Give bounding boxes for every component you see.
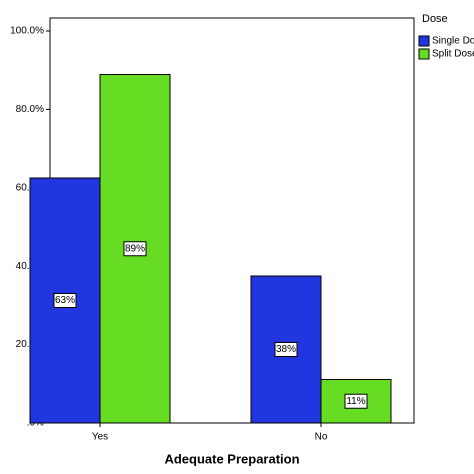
legend-label: Single Dose <box>432 36 474 47</box>
x-axis-title: Adequate Preparation <box>164 451 299 466</box>
legend-title: Dose <box>422 13 448 25</box>
y-tick-label: 80.0% <box>16 104 44 115</box>
bar <box>320 378 392 424</box>
value-label-box <box>344 393 368 409</box>
value-label-box <box>274 342 298 357</box>
value-label: 38% <box>276 344 296 355</box>
legend-swatch <box>418 35 430 47</box>
value-label-box <box>123 241 147 257</box>
value-label: 89% <box>125 243 145 254</box>
value-label: 63% <box>55 295 75 306</box>
y-tick-label: 100.0% <box>10 26 44 37</box>
legend-swatch <box>418 48 430 60</box>
legend-label: Split Dose <box>432 49 474 60</box>
x-tick-label: Yes <box>92 432 108 443</box>
value-label-box <box>53 293 77 308</box>
x-tick-label: No <box>315 432 328 443</box>
value-label: 11% <box>346 396 365 407</box>
